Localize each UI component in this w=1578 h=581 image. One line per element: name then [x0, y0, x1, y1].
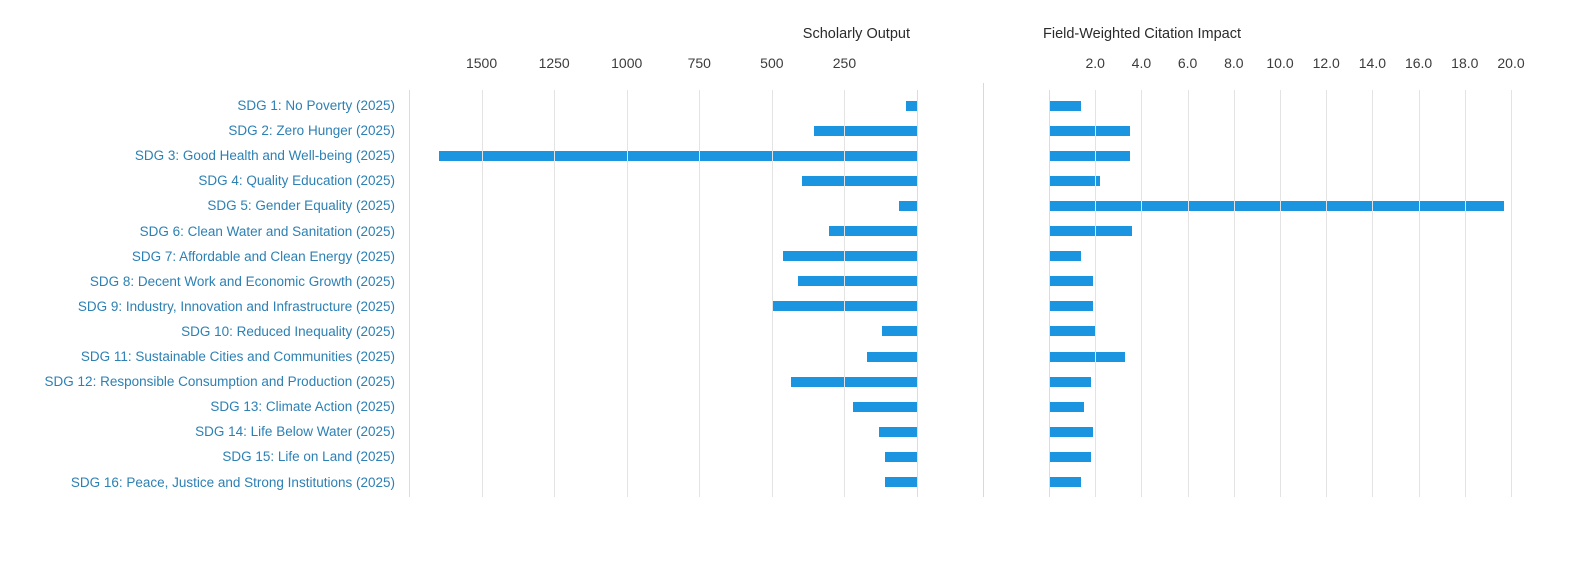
bar-scholarly-output-sdg-4[interactable] [802, 175, 917, 186]
category-label-sdg-2[interactable]: SDG 2: Zero Hunger (2025) [228, 123, 395, 139]
gridline [1511, 90, 1512, 497]
bar-fwci-sdg-6[interactable] [1049, 226, 1133, 236]
axis-tick-label: 1500 [465, 55, 498, 71]
category-label-sdg-8[interactable]: SDG 8: Decent Work and Economic Growth (… [89, 273, 395, 289]
category-label-sdg-13[interactable]: SDG 13: Climate Action (2025) [210, 399, 395, 415]
axis-tick-label: 8.0 [1224, 55, 1244, 71]
category-label-sdg-15[interactable]: SDG 15: Life on Land (2025) [222, 449, 395, 465]
bar-scholarly-output-sdg-11[interactable] [867, 351, 917, 362]
bar-scholarly-output-sdg-1[interactable] [905, 100, 917, 111]
category-label-sdg-1[interactable]: SDG 1: No Poverty (2025) [237, 98, 395, 113]
bar-fwci-sdg-13[interactable] [1049, 401, 1084, 412]
axis-tick-label: 500 [760, 55, 784, 71]
bar-fwci-sdg-2[interactable] [1049, 125, 1130, 136]
bar-scholarly-output-sdg-3[interactable] [439, 150, 917, 161]
gridline [699, 90, 701, 497]
bar-fwci-sdg-9[interactable] [1049, 301, 1093, 312]
axis-tick-label: 750 [687, 55, 711, 71]
gridline [844, 90, 846, 497]
fwci-axis-title: Field-Weighted Citation Impact [1043, 26, 1241, 42]
gridline [1464, 90, 1466, 497]
bar-fwci-sdg-3[interactable] [1049, 150, 1130, 161]
gridline [1280, 90, 1281, 497]
bar-scholarly-output-sdg-2[interactable] [814, 125, 917, 136]
category-label-sdg-12[interactable]: SDG 12: Responsible Consumption and Prod… [44, 374, 395, 390]
axis-tick-label: 12.0 [1312, 55, 1340, 71]
bar-fwci-sdg-14[interactable] [1049, 426, 1093, 437]
bar-scholarly-output-sdg-12[interactable] [791, 376, 917, 387]
category-label-sdg-7[interactable]: SDG 7: Affordable and Clean Energy (2025… [131, 248, 395, 264]
gridline [1095, 90, 1097, 497]
axis-tick-label: 20.0 [1497, 55, 1525, 71]
category-label-sdg-16[interactable]: SDG 16: Peace, Justice and Strong Instit… [70, 474, 395, 490]
bar-fwci-sdg-4[interactable] [1049, 175, 1100, 186]
gridline [626, 90, 628, 497]
scholarly-output-axis-title: Scholarly Output [802, 26, 910, 42]
bar-scholarly-output-sdg-15[interactable] [885, 451, 917, 462]
bar-scholarly-output-sdg-14[interactable] [878, 426, 917, 437]
category-label-sdg-14[interactable]: SDG 14: Life Below Water (2025) [195, 424, 395, 440]
axis-tick-label: 4.0 [1131, 55, 1152, 71]
gridline [771, 90, 773, 497]
axis-tick-label: 6.0 [1177, 55, 1198, 71]
bar-scholarly-output-sdg-7[interactable] [783, 251, 917, 262]
gridline [554, 90, 556, 497]
bar-fwci-sdg-10[interactable] [1049, 326, 1096, 337]
bar-scholarly-output-sdg-16[interactable] [885, 477, 917, 487]
bar-scholarly-output-sdg-10[interactable] [882, 326, 917, 337]
category-label-sdg-11[interactable]: SDG 11: Sustainable Cities and Communiti… [80, 349, 395, 364]
bar-scholarly-output-sdg-6[interactable] [829, 226, 917, 236]
axis-tick-label: 16.0 [1404, 55, 1433, 71]
category-label-sdg-10[interactable]: SDG 10: Reduced Inequality (2025) [181, 323, 395, 339]
bar-fwci-sdg-8[interactable] [1049, 276, 1093, 287]
axis-tick-label: 250 [832, 55, 857, 71]
bar-scholarly-output-sdg-5[interactable] [899, 200, 917, 211]
gridline [1372, 90, 1374, 497]
bar-fwci-sdg-11[interactable] [1049, 351, 1126, 362]
bar-fwci-sdg-7[interactable] [1049, 251, 1082, 262]
axis-tick-label: 10.0 [1266, 55, 1294, 71]
bar-fwci-sdg-1[interactable] [1049, 100, 1082, 111]
bar-fwci-sdg-15[interactable] [1049, 451, 1091, 462]
bar-fwci-sdg-12[interactable] [1049, 376, 1091, 387]
bar-scholarly-output-sdg-13[interactable] [853, 401, 917, 412]
category-label-sdg-4[interactable]: SDG 4: Quality Education (2025) [198, 173, 395, 189]
gridline [1141, 90, 1143, 497]
axis-tick-label: 14.0 [1358, 55, 1387, 71]
category-label-sdg-9[interactable]: SDG 9: Industry, Innovation and Infrastr… [77, 298, 395, 314]
panel-separator-line [983, 83, 984, 497]
category-label-sdg-6[interactable]: SDG 6: Clean Water and Sanitation (2025) [139, 223, 395, 239]
gridline [1187, 90, 1189, 497]
category-label-sdg-3[interactable]: SDG 3: Good Health and Well-being (2025) [134, 148, 395, 164]
gridline [1233, 90, 1235, 497]
gridline [1418, 90, 1420, 497]
bar-fwci-sdg-5[interactable] [1049, 200, 1505, 211]
gridline [481, 90, 483, 497]
plot-boundary-line [917, 90, 918, 497]
gridline [1326, 90, 1328, 497]
axis-tick-label: 18.0 [1451, 55, 1479, 71]
axis-tick-label: 1250 [538, 55, 570, 71]
axis-tick-label: 1000 [611, 55, 643, 71]
plot-boundary-line [1049, 90, 1050, 497]
plot-boundary-line [409, 90, 410, 497]
category-label-sdg-5[interactable]: SDG 5: Gender Equality (2025) [207, 198, 395, 214]
bar-fwci-sdg-16[interactable] [1049, 477, 1082, 487]
axis-tick-label: 2.0 [1085, 55, 1105, 71]
bar-scholarly-output-sdg-8[interactable] [797, 276, 917, 287]
